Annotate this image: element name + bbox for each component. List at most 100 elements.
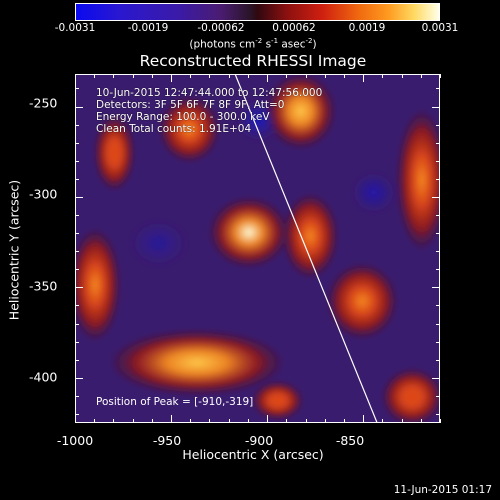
colorbar-tick-label: 0.0031	[421, 22, 459, 34]
axis-tick	[436, 395, 440, 397]
axis-tick	[75, 269, 79, 271]
axis-tick	[209, 419, 211, 423]
axis-tick	[75, 106, 83, 108]
rhessi-image-heatmap	[76, 75, 439, 422]
axis-tick	[420, 419, 422, 423]
emission-source	[109, 329, 285, 396]
colorbar-tick-label: -0.0031	[54, 22, 96, 34]
y-axis-label: Heliocentric Y (arcsec)	[6, 179, 22, 321]
axis-tick	[420, 74, 422, 78]
emission-source	[208, 197, 289, 268]
axis-tick	[267, 74, 269, 82]
axis-tick	[75, 251, 79, 253]
axis-tick	[436, 160, 440, 162]
axis-tick	[382, 74, 384, 78]
axis-tick	[343, 74, 345, 78]
axis-tick	[436, 88, 440, 90]
axis-tick	[436, 341, 440, 343]
axis-tick	[247, 74, 249, 78]
axis-tick	[436, 359, 440, 361]
axis-tick	[247, 419, 249, 423]
axis-tick	[132, 419, 134, 423]
colorbar	[75, 3, 440, 21]
y-tick-label: -400	[29, 369, 58, 385]
axis-tick	[75, 377, 83, 379]
axis-tick	[75, 395, 79, 397]
axis-tick	[228, 419, 230, 423]
axis-tick	[75, 124, 79, 126]
axis-tick	[113, 74, 115, 78]
axis-tick	[267, 415, 269, 423]
image-plot-area: 10-Jun-2015 12:47:44.000 to 12:47:56.000…	[75, 74, 440, 423]
emission-source	[252, 381, 303, 420]
axis-tick	[75, 160, 79, 162]
axis-tick	[75, 178, 79, 180]
x-tick-label: -900	[244, 433, 274, 448]
generation-date: 11-Jun-2015 01:17	[393, 484, 492, 496]
axis-tick	[401, 74, 403, 78]
axis-tick	[151, 419, 153, 423]
axis-tick	[286, 74, 288, 78]
colorbar-tick-label: -0.0019	[127, 22, 169, 34]
emission-source	[327, 263, 398, 339]
axis-tick	[75, 88, 79, 90]
peak-position-label: Position of Peak = [-910,-319]	[96, 396, 254, 408]
axis-tick	[436, 323, 440, 325]
axis-tick	[286, 419, 288, 423]
axis-tick	[75, 305, 79, 307]
axis-tick	[171, 74, 173, 82]
axis-tick	[75, 415, 76, 423]
y-tick-label: -300	[29, 186, 58, 202]
axis-tick	[75, 233, 79, 235]
emission-source	[76, 228, 121, 342]
axis-tick	[132, 74, 134, 78]
axis-tick	[436, 124, 440, 126]
axis-tick	[305, 419, 307, 423]
axis-tick	[190, 74, 192, 78]
axis-tick	[436, 305, 440, 307]
axis-tick	[436, 251, 440, 253]
axis-tick	[305, 74, 307, 78]
emission-source	[94, 115, 135, 191]
emission-source	[282, 193, 338, 279]
time-range-label: 10-Jun-2015 12:47:44.000 to 12:47:56.000	[96, 87, 323, 99]
axis-tick	[440, 419, 441, 423]
axis-tick	[436, 178, 440, 180]
axis-tick	[324, 74, 326, 78]
axis-tick	[75, 359, 79, 361]
axis-tick	[363, 74, 365, 82]
axis-tick	[436, 233, 440, 235]
axis-tick	[113, 419, 115, 423]
y-tick-label: -250	[29, 95, 58, 111]
axis-tick	[440, 74, 441, 78]
axis-tick	[75, 413, 79, 415]
axis-tick	[171, 415, 173, 423]
solar-limb-line	[234, 75, 378, 422]
detectors-label: Detectors: 3F 5F 6F 7F 8F 9F, Att=0	[96, 99, 285, 111]
colorbar-tick-label: -0.00062	[197, 22, 245, 34]
axis-tick	[436, 142, 440, 144]
axis-tick	[432, 196, 440, 198]
clean-counts-label: Clean Total counts: 1.91E+04	[96, 123, 252, 135]
axis-tick	[75, 74, 76, 82]
axis-tick	[432, 287, 440, 289]
axis-tick	[324, 419, 326, 423]
plot-title: Reconstructed RHESSI Image	[139, 52, 367, 70]
axis-tick	[343, 419, 345, 423]
axis-tick	[382, 419, 384, 423]
axis-tick	[75, 287, 83, 289]
energy-range-label: Energy Range: 100.0 - 300.0 keV	[96, 111, 270, 123]
negative-source	[350, 170, 397, 215]
axis-tick	[436, 215, 440, 217]
x-axis-label: Heliocentric X (arcsec)	[182, 447, 324, 462]
axis-tick	[432, 106, 440, 108]
axis-tick	[75, 215, 79, 217]
colorbar-units: (photons cm-2 s-1 asec-2)	[189, 37, 317, 51]
axis-tick	[432, 377, 440, 379]
emission-source	[159, 96, 220, 163]
x-tick-label: -950	[152, 433, 182, 448]
axis-tick	[94, 74, 96, 78]
axis-tick	[75, 196, 83, 198]
axis-tick	[401, 419, 403, 423]
x-tick-label: -850	[335, 433, 365, 448]
